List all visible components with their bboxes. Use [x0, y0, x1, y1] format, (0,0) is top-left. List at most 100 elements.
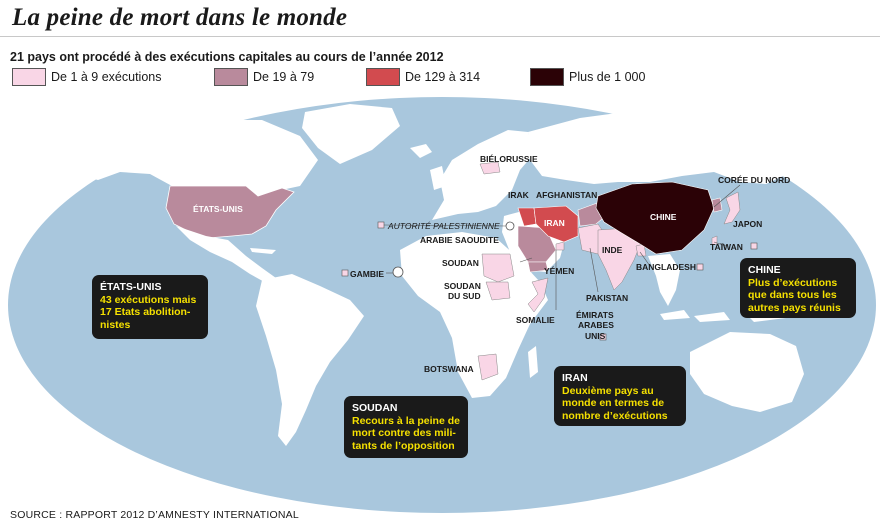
legend-item-1-9: De 1 à 9 exécutions: [12, 68, 162, 86]
label-soudan-du-sud-1: SOUDAN: [444, 281, 481, 291]
locator-gambie: [392, 266, 404, 278]
source-note: SOURCE : RAPPORT 2012 D’AMNESTY INTERNAT…: [10, 509, 299, 521]
land-new-zealand: [826, 404, 838, 430]
leader-taiwan: [713, 241, 727, 247]
callout-chine-line-3: autres pays réunis: [748, 301, 841, 314]
label-bielorussie: BIÉLORUSSIE: [480, 154, 538, 164]
marker-emirats: [599, 333, 607, 341]
label-coree-du-nord: CORÉE DU NORD: [718, 175, 790, 185]
label-somalie: SOMALIE: [516, 315, 555, 325]
label-afghanistan: AFGHANISTAN: [536, 190, 597, 200]
label-etats-unis: ÉTATS-UNIS: [193, 204, 243, 214]
region-somalie: [527, 277, 549, 313]
legend-label-1-9: De 1 à 9 exécutions: [51, 70, 162, 84]
label-emirats-2: ARABES: [578, 320, 614, 330]
label-arabie-saoudite: ARABIE SAOUDITE: [420, 235, 499, 245]
legend-swatch-1-9: [12, 68, 46, 86]
callout-usa-line-2: 17 Etats abolition-: [100, 306, 191, 318]
legend-label-19-79: De 19 à 79: [253, 70, 315, 84]
label-iran: IRAN: [544, 218, 565, 228]
land-southeast-asia: [648, 254, 680, 306]
land-europe: [432, 130, 532, 220]
callout-soudan-line-1: Recours à la peine de: [352, 414, 460, 427]
label-taiwan: TAÏWAN: [710, 242, 743, 252]
callout-usa: ÉTATS-UNIS 43 exécutions mais 17 Etats a…: [92, 275, 208, 339]
callout-soudan-line-2: mort contre des mili-: [352, 427, 456, 439]
legend-swatch-129-314: [366, 68, 400, 86]
legend-label-129-314: De 129 à 314: [405, 70, 481, 84]
region-botswana: [477, 353, 499, 381]
land-mexico: [176, 226, 276, 284]
label-irak: IRAK: [508, 190, 530, 200]
leader-coree-du-nord: [713, 184, 741, 208]
title-divider: [0, 36, 880, 37]
marker-autorite-palestinienne: [377, 221, 385, 229]
land-north-america: [82, 120, 318, 206]
callout-iran-line-1: Deuxième pays au: [562, 384, 654, 397]
land-australia: [690, 332, 804, 412]
label-gambie: GAMBIE: [350, 269, 384, 279]
marker-gambie: [341, 269, 349, 277]
callout-iran-heading: IRAN: [562, 372, 588, 384]
callout-chine-line-2: que dans tous les: [748, 289, 837, 301]
callout-usa-line-1: 43 exécutions mais: [100, 293, 197, 306]
leader-arabie-saoudite: [519, 257, 533, 263]
land-russia: [528, 110, 820, 184]
label-soudan-du-sud-2: DU SUD: [448, 291, 481, 301]
region-soudan-du-sud: [485, 281, 511, 301]
callout-iran-line-2: monde en termes de: [562, 397, 665, 409]
callout-chine-heading: CHINE: [748, 264, 781, 276]
land-uk: [430, 166, 446, 190]
land-borneo: [694, 312, 730, 322]
legend-item-129-314: De 129 à 314: [366, 68, 480, 86]
region-coree-du-nord: [711, 197, 723, 213]
legend-swatch-19-79: [214, 68, 248, 86]
label-japon: JAPON: [733, 219, 762, 229]
map-subtitle: 21 pays ont procédé à des exécutions cap…: [10, 50, 444, 64]
region-japon: [723, 191, 741, 225]
region-iran: [533, 205, 579, 243]
leader-autorite-palestinienne: [383, 224, 507, 227]
legend-item-19-79: De 19 à 79: [214, 68, 314, 86]
callout-iran-line-3: nombre d’exécutions: [562, 409, 668, 422]
label-chine: CHINE: [650, 212, 677, 222]
region-yemen: [527, 261, 549, 273]
map-title: La peine de mort dans le monde: [12, 4, 348, 31]
label-emirats-3: UNIS: [585, 331, 606, 341]
legend-label-1000: Plus de 1 000: [569, 70, 646, 84]
land-madagascar: [528, 346, 538, 378]
callout-chine-line-1: Plus d’exécutions: [748, 276, 838, 289]
marker-taiwan: [750, 242, 758, 250]
label-soudan: SOUDAN: [442, 258, 479, 268]
label-autorite-palestinienne: AUTORITÉ PALESTINIENNE: [387, 221, 500, 231]
legend-item-1000: Plus de 1 000: [530, 68, 645, 86]
callout-usa-heading: ÉTATS-UNIS: [100, 281, 162, 293]
leader-pakistan: [589, 247, 599, 293]
label-bangladesh: BANGLADESH: [636, 262, 696, 272]
region-emirats: [555, 241, 565, 251]
land-iceland: [410, 144, 432, 158]
callout-usa-line-3: nistes: [100, 318, 131, 331]
legend-swatch-1000: [530, 68, 564, 86]
label-pakistan: PAKISTAN: [586, 293, 628, 303]
label-emirats-1: ÉMIRATS: [576, 310, 614, 320]
label-yemen: YÉMEN: [544, 266, 574, 276]
region-bielorussie: [479, 161, 501, 175]
callout-iran: IRAN Deuxième pays au monde en termes de…: [554, 366, 686, 426]
region-usa: [165, 185, 295, 239]
callout-soudan-heading: SOUDAN: [352, 402, 398, 414]
region-soudan: [481, 253, 515, 283]
marker-bangladesh: [696, 263, 704, 271]
label-botswana: BOTSWANA: [424, 364, 474, 374]
callout-chine: CHINE Plus d’exécutions que dans tous le…: [740, 258, 856, 318]
callout-soudan-line-3: tants de l’opposition: [352, 439, 455, 452]
land-south-america: [256, 274, 364, 446]
leader-bangladesh: [639, 251, 651, 267]
label-inde: INDE: [602, 245, 623, 255]
region-chine: [595, 181, 715, 255]
callout-soudan: SOUDAN Recours à la peine de mort contre…: [344, 396, 468, 458]
land-cuba: [250, 248, 276, 254]
land-sumatra: [660, 310, 690, 320]
land-greenland: [302, 104, 400, 164]
legend: De 1 à 9 exécutions De 19 à 79 De 129 à …: [0, 68, 880, 88]
